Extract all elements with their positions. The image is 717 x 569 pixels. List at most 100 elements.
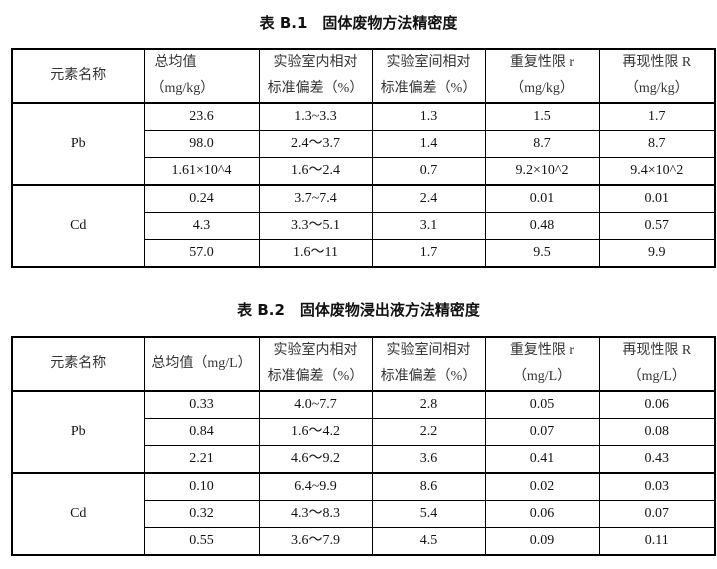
header-line: 标准偏差（%） [267, 369, 364, 384]
header-line: 实验室内相对 [273, 55, 358, 70]
element-name-cell: Cd [11, 472, 145, 556]
table-row: 98.0 2.4～3.7 1.4 8.7 8.7 [12, 130, 716, 158]
table-cell: 1.3 [371, 102, 486, 131]
column-header: 实验室内相对 标准偏差（%） [258, 336, 373, 392]
table-cell: 1.6～4.2 [258, 418, 373, 446]
table-cell: 0.57 [598, 212, 716, 240]
header-line: 总均值（mg/L） [151, 356, 252, 371]
table1-title: 表 B.1 固体废物方法精密度 [259, 14, 458, 32]
header-line: （mg/kg） [150, 81, 215, 96]
table-cell: 2.2 [371, 418, 486, 446]
table-cell: 1.5 [484, 102, 600, 131]
header-line: 再现性限 R [622, 55, 692, 70]
table-cell: 0.24 [143, 184, 260, 213]
table-cell: 57.0 [143, 239, 260, 268]
table-cell: 9.2×10^2 [484, 157, 600, 186]
table-cell: 0.41 [484, 445, 600, 474]
header-line: 元素名称 [50, 356, 107, 371]
table-cell: 4.0~7.7 [258, 390, 373, 419]
table-cell: 0.07 [484, 418, 600, 446]
table-cell: 6.4~9.9 [258, 472, 373, 501]
table1: 元素名称 总均值 （mg/kg） 实验室内相对 标准偏差（%） 实验室间相对 标准偏差（%）… [11, 48, 716, 268]
table-row: Cd 0.10 6.4~9.9 8.6 0.02 0.03 [11, 472, 716, 556]
table-cell: 0.08 [598, 418, 716, 446]
table-cell: 5.4 [371, 500, 486, 528]
column-header: 元素名称 [11, 48, 145, 104]
table-row: 1.61×10^4 1.6～2.4 0.7 9.2×10^2 9.4×10^2 [12, 157, 716, 186]
column-header: 再现性限 R （mg/L） [598, 336, 716, 392]
column-header: 重复性限 r （mg/kg） [484, 48, 600, 104]
header-line: （mg/kg） [624, 81, 689, 96]
column-header: 实验室内相对 标准偏差（%） [258, 48, 373, 104]
table2: 元素名称 总均值（mg/L） 实验室内相对 标准偏差（%） 实验室间相对 标准偏差（%）重… [11, 336, 716, 556]
table-cell: 0.43 [598, 445, 716, 474]
column-header: 总均值 （mg/kg） [143, 48, 260, 104]
header-line: 标准偏差（%） [380, 369, 477, 384]
table-cell: 9.5 [484, 239, 600, 268]
table-cell: 3.1 [371, 212, 486, 240]
table-cell: 4.3 [143, 212, 260, 240]
table-row: 57.0 1.6～11 1.7 9.5 9.9 [12, 239, 716, 268]
header-line: 总均值 [154, 55, 197, 70]
header-line: （mg/L） [512, 369, 572, 384]
table-cell: 0.32 [143, 500, 260, 528]
table-cell: 0.01 [484, 184, 600, 213]
table-cell: 3.3～5.1 [258, 212, 373, 240]
table-cell: 8.7 [598, 130, 716, 158]
table-cell: 0.10 [143, 472, 260, 501]
table-cell: 1.61×10^4 [143, 157, 260, 186]
table-cell: 8.6 [371, 472, 486, 501]
table-cell: 4.3～8.3 [258, 500, 373, 528]
table2-title: 表 B.2 固体废物浸出液方法精密度 [237, 301, 480, 319]
header-line: 实验室间相对 [386, 55, 471, 70]
header-line: 标准偏差（%） [380, 81, 477, 96]
element-name-cell: Cd [11, 184, 145, 268]
header-line: 标准偏差（%） [267, 81, 364, 96]
table-cell: 2.21 [143, 445, 260, 474]
table-cell: 0.55 [143, 527, 260, 556]
table-cell: 0.48 [484, 212, 600, 240]
table-cell: 0.84 [143, 418, 260, 446]
table-row: 0.32 4.3～8.3 5.4 0.06 0.07 [12, 500, 716, 528]
table-cell: 0.05 [484, 390, 600, 419]
header-line: 元素名称 [50, 68, 107, 83]
table-row: Pb 23.6 1.3~3.3 1.3 1.5 1.7 [11, 102, 716, 186]
table-cell: 0.11 [598, 527, 716, 556]
table-cell: 3.6～7.9 [258, 527, 373, 556]
table-cell: 0.02 [484, 472, 600, 501]
table-cell: 1.7 [371, 239, 486, 268]
header-line: 实验室内相对 [273, 343, 358, 358]
table-row: Pb 0.33 4.0~7.7 2.8 0.05 0.06 [11, 390, 716, 474]
header-line: 实验室间相对 [386, 343, 471, 358]
table-cell: 1.4 [371, 130, 486, 158]
table-cell: 1.6～11 [258, 239, 373, 268]
header-row: 元素名称 总均值（mg/L） 实验室内相对 标准偏差（%） 实验室间相对 标准偏差（%）重… [11, 336, 716, 392]
column-header: 实验室间相对 标准偏差（%） [371, 336, 486, 392]
table-cell: 0.7 [371, 157, 486, 186]
table-cell: 2.4 [371, 184, 486, 213]
table-cell: 0.03 [598, 472, 716, 501]
table-cell: 1.3~3.3 [258, 102, 373, 131]
table-cell: 0.01 [598, 184, 716, 213]
element-name-cell: Pb [11, 390, 145, 474]
column-header: 元素名称 [11, 336, 145, 392]
table-cell: 0.33 [143, 390, 260, 419]
column-header: 再现性限 R （mg/kg） [598, 48, 716, 104]
column-header: 实验室间相对 标准偏差（%） [371, 48, 486, 104]
column-header: 总均值（mg/L） [143, 336, 260, 392]
table-cell: 3.7~7.4 [258, 184, 373, 213]
table-cell: 2.8 [371, 390, 486, 419]
table-cell: 8.7 [484, 130, 600, 158]
table-cell: 9.9 [598, 239, 716, 268]
table-cell: 0.07 [598, 500, 716, 528]
table-row: 0.84 1.6～4.2 2.2 0.07 0.08 [12, 418, 716, 446]
header-line: 重复性限 r [509, 55, 575, 70]
table-cell: 1.7 [598, 102, 716, 131]
table-cell: 4.6～9.2 [258, 445, 373, 474]
element-name-cell: Pb [11, 102, 145, 186]
table-cell: 9.4×10^2 [598, 157, 716, 186]
table-cell: 2.4～3.7 [258, 130, 373, 158]
header-line: （mg/L） [627, 369, 686, 384]
table-row: Cd 0.24 3.7~7.4 2.4 0.01 0.01 [11, 184, 716, 268]
header-line: （mg/kg） [510, 81, 574, 96]
